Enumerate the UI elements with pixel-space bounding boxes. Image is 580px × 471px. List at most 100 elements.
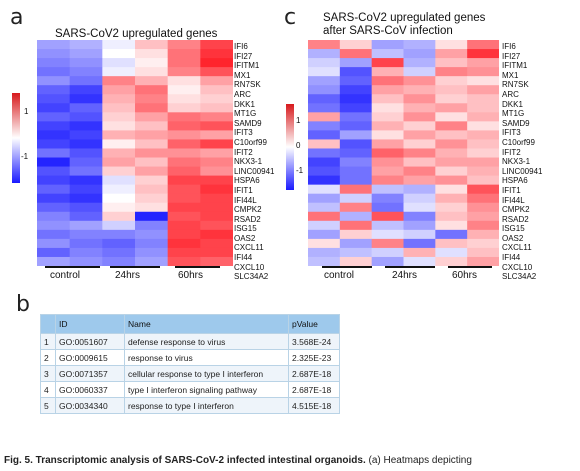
heatmap-cell: [200, 166, 233, 176]
table-row: 2 GO:0009615 response to virus 2.325E-23: [40, 349, 340, 366]
heatmap-cell: [102, 121, 136, 131]
gene-label: MX1: [502, 70, 519, 80]
heatmap-cell: [403, 94, 436, 104]
panel-a-title: SARS-CoV2 upregulated genes: [55, 28, 218, 40]
heatmap-cell: [467, 112, 499, 122]
heatmap-cell: [467, 220, 499, 231]
heatmap-cell: [371, 85, 404, 95]
heatmap-cell: [37, 67, 71, 77]
heatmap-cell: [167, 238, 201, 249]
gene-label: SLC34A2: [234, 272, 269, 282]
heatmap-cell: [435, 130, 468, 140]
heatmap-cell: [37, 175, 71, 186]
gene-label: IFI6: [502, 42, 516, 51]
heatmap-cell: [69, 184, 103, 195]
heatmap-cell: [135, 49, 169, 59]
heatmap-cell: [371, 40, 404, 50]
gene-label: ISG15: [502, 224, 525, 234]
heatmap-cell: [200, 112, 233, 122]
heatmap-cell: [371, 220, 404, 231]
heatmap-cell: [403, 247, 436, 258]
heatmap-cell: [102, 67, 136, 77]
heatmap-cell: [37, 121, 71, 131]
heatmap-cell: [371, 229, 404, 240]
heatmap-cell: [467, 202, 499, 213]
heatmap-cell: [339, 58, 373, 68]
heatmap-cell: [69, 112, 103, 122]
panel-c-colorbar-tick: 1: [296, 116, 301, 125]
heatmap-cell: [435, 85, 468, 95]
heatmap-cell: [69, 85, 103, 95]
heatmap-cell: [339, 139, 373, 149]
heatmap-cell: [135, 229, 169, 240]
heatmap-cell: [371, 238, 404, 249]
heatmap-cell: [37, 85, 71, 95]
heatmap-cell: [371, 139, 404, 149]
heatmap-cell: [467, 175, 499, 186]
heatmap-cell: [167, 247, 201, 258]
heatmap-cell: [102, 184, 136, 195]
table-row: 3 GO:0071357 cellular response to type I i…: [40, 365, 340, 382]
heatmap-cell: [135, 184, 169, 195]
heatmap-cell: [339, 103, 373, 113]
heatmap-cell: [69, 247, 103, 258]
heatmap-cell: [435, 148, 468, 158]
heatmap-cell: [308, 67, 341, 77]
heatmap-cell: [69, 94, 103, 104]
heatmap-cell: [167, 94, 201, 104]
group-label-24hrs: 24hrs: [392, 270, 418, 281]
heatmap-cell: [403, 157, 436, 167]
heatmap-cell: [435, 238, 468, 249]
col-header-id: ID: [55, 314, 125, 334]
heatmap-cell: [102, 139, 136, 149]
heatmap-cell: [467, 121, 499, 131]
heatmap-cell: [435, 49, 468, 59]
heatmap-cell: [200, 103, 233, 113]
heatmap-cell: [339, 202, 373, 213]
heatmap-cell: [37, 193, 71, 204]
heatmap-cell: [37, 58, 71, 68]
heatmap-cell: [403, 184, 436, 195]
heatmap-cell: [308, 121, 341, 131]
gene-label: CMPK2: [502, 205, 530, 215]
heatmap-cell: [135, 121, 169, 131]
heatmap-cell: [102, 148, 136, 158]
panel-c-colorbar: [286, 104, 294, 190]
heatmap-cell: [37, 166, 71, 176]
heatmap-cell: [467, 85, 499, 95]
heatmap-cell: [339, 247, 373, 258]
heatmap-cell: [135, 85, 169, 95]
gene-label: SAMD9: [234, 118, 262, 128]
heatmap-cell: [371, 130, 404, 140]
heatmap-cell: [308, 166, 341, 176]
panel-a-letter: a: [10, 5, 24, 30]
heatmap-cell: [339, 85, 373, 95]
heatmap-cell: [37, 148, 71, 158]
heatmap-cell: [200, 40, 233, 50]
heatmap-cell: [102, 76, 136, 86]
heatmap-cell: [200, 121, 233, 131]
gene-label: MX1: [234, 70, 251, 80]
heatmap-cell: [135, 256, 169, 266]
panel-c-gene-labels: IFI6 IFI27 IFITM1 MX1 RN7SK ARC DKK1 MT1G SAMD9 I…: [502, 42, 542, 282]
heatmap-cell: [200, 202, 233, 213]
heatmap-cell: [167, 157, 201, 167]
group-label-24hrs: 24hrs: [115, 270, 141, 281]
heatmap-a: [37, 40, 233, 266]
heatmap-cell: [167, 193, 201, 204]
heatmap-cell: [435, 157, 468, 167]
heatmap-cell: [69, 67, 103, 77]
heatmap-cell: [69, 238, 103, 249]
heatmap-cell: [200, 148, 233, 158]
heatmap-cell: [371, 49, 404, 59]
heatmap-cell: [102, 256, 136, 266]
heatmap-cell: [403, 121, 436, 131]
heatmap-cell: [69, 202, 103, 213]
heatmap-cell: [467, 58, 499, 68]
heatmap-cell: [102, 49, 136, 59]
heatmap-cell: [339, 67, 373, 77]
heatmap-cell: [435, 256, 468, 266]
heatmap-cell: [403, 238, 436, 249]
gene-label: IFI44L: [234, 195, 257, 205]
gene-label: OAS2: [502, 233, 524, 243]
